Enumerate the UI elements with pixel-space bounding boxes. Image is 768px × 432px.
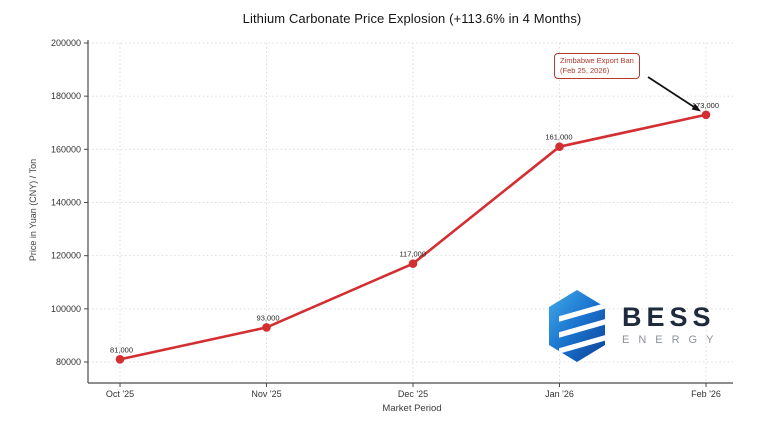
bess-energy-logo: BESS ENERGY (546, 289, 722, 363)
point-label: 81,000 (110, 345, 133, 354)
point-label: 93,000 (257, 313, 280, 322)
y-tick-label: 200000 (51, 38, 81, 48)
data-point (555, 142, 564, 151)
x-tick-label: Jan '26 (545, 389, 574, 399)
y-tick-label: 120000 (51, 251, 81, 261)
logo-subtitle: ENERGY (622, 333, 723, 346)
data-point (262, 323, 271, 332)
x-tick-label: Dec '25 (398, 389, 428, 399)
y-tick-label: 140000 (51, 198, 81, 208)
annotation-arrow (647, 76, 695, 108)
y-tick-label: 80000 (56, 357, 81, 367)
logo-text: BESS ENERGY (622, 302, 723, 346)
annotation-arrowhead (691, 103, 701, 112)
annotation-line1: Zimbabwe Export Ban (560, 56, 634, 65)
point-label: 161,000 (545, 133, 572, 142)
logo-stripe (559, 315, 605, 338)
chart-title: Lithium Carbonate Price Explosion (+113.… (242, 11, 582, 26)
logo-name: BESS (622, 302, 716, 333)
x-axis-label: Market Period (382, 403, 442, 414)
logo-stripe (559, 331, 605, 354)
x-tick-label: Oct '25 (106, 389, 134, 399)
data-point (408, 259, 418, 268)
data-point (701, 110, 711, 120)
annotation-box: Zimbabwe Export Ban (Feb 25, 2026) (554, 53, 640, 80)
logo-hexagon-icon (549, 290, 605, 362)
data-point (115, 355, 125, 364)
point-label: 173,000 (692, 101, 719, 110)
y-axis-label: Price in Yuan (CNY) / Ton (28, 158, 38, 262)
y-tick-label: 100000 (51, 304, 81, 314)
x-tick-label: Feb '26 (691, 389, 721, 399)
annotation-line2: (Feb 25, 2026) (560, 66, 610, 76)
point-label: 117,000 (399, 250, 426, 259)
x-tick-label: Nov '25 (251, 389, 281, 399)
y-tick-label: 160000 (51, 144, 81, 154)
y-tick-label: 180000 (51, 91, 81, 101)
